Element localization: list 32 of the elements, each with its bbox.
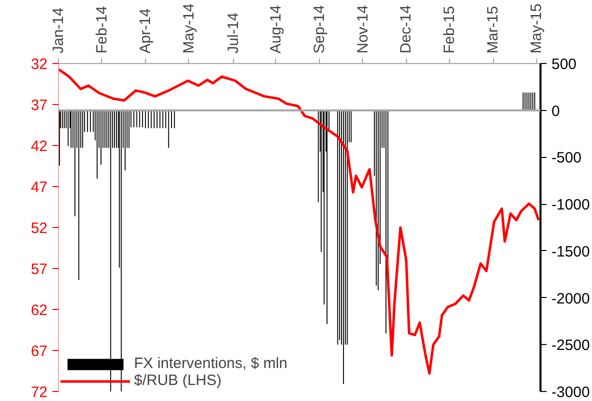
y-tick-label: 62 bbox=[30, 302, 48, 319]
y-tick-label: 47 bbox=[30, 179, 48, 196]
y-tick-label: 72 bbox=[30, 384, 48, 401]
y2-tick-label: -1000 bbox=[552, 196, 590, 214]
x-tick-label: Sep-14 bbox=[310, 5, 328, 54]
y2-tick-label: -2000 bbox=[552, 290, 590, 308]
x-tick-label: Mar-15 bbox=[484, 6, 502, 54]
legend-label: $/RUB (LHS) bbox=[134, 372, 222, 389]
x-tick-label: Feb-15 bbox=[441, 6, 458, 54]
y2-tick-label: -500 bbox=[552, 150, 582, 167]
x-tick-label: Jan-14 bbox=[50, 8, 67, 54]
y2-tick-label: -2500 bbox=[552, 337, 590, 354]
x-tick-label: Aug-14 bbox=[267, 5, 284, 54]
y-tick-label: 42 bbox=[30, 138, 48, 155]
y2-tick-label: 0 bbox=[552, 102, 560, 120]
legend-label: FX interventions, $ mln bbox=[134, 355, 288, 372]
y-tick-label: 32 bbox=[30, 56, 48, 73]
y-tick-label: 37 bbox=[30, 97, 48, 114]
x-tick-label: Nov-14 bbox=[354, 5, 372, 54]
y-tick-label: 67 bbox=[30, 343, 48, 360]
y2-tick-label: 500 bbox=[552, 56, 577, 73]
y-tick-label: 57 bbox=[30, 261, 48, 278]
x-tick-label: Dec-14 bbox=[398, 5, 415, 54]
y2-tick-label: -3000 bbox=[552, 384, 590, 401]
x-tick-label: Jul-14 bbox=[224, 12, 242, 54]
y-tick-label: 52 bbox=[30, 220, 48, 237]
x-tick-label: May-14 bbox=[180, 3, 198, 54]
line-series bbox=[58, 68, 540, 375]
x-tick-label: Feb-14 bbox=[93, 6, 110, 54]
x-tick-label: Apr-14 bbox=[136, 8, 154, 54]
y2-tick-label: -1500 bbox=[552, 243, 590, 260]
x-tick-label: May-15 bbox=[528, 3, 546, 54]
